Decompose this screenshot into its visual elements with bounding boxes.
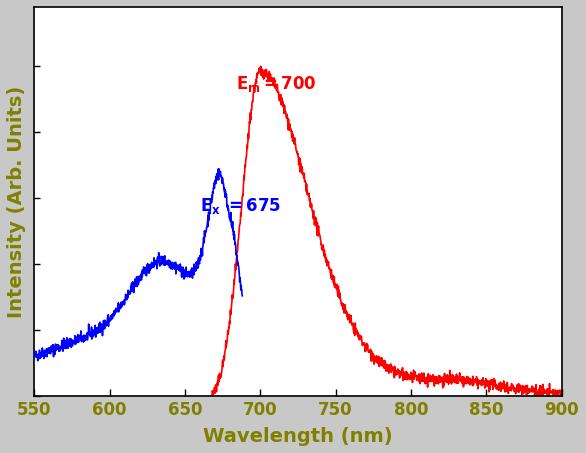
Text: $\mathbf{E_x}$ $\mathbf{= 675}$: $\mathbf{E_x}$ $\mathbf{= 675}$ (200, 196, 281, 216)
X-axis label: Wavelength (nm): Wavelength (nm) (203, 427, 393, 446)
Text: $\mathbf{E_m}$$\mathbf{= 700}$: $\mathbf{E_m}$$\mathbf{= 700}$ (236, 74, 316, 94)
Y-axis label: Intensity (Arb. Units): Intensity (Arb. Units) (7, 85, 26, 318)
